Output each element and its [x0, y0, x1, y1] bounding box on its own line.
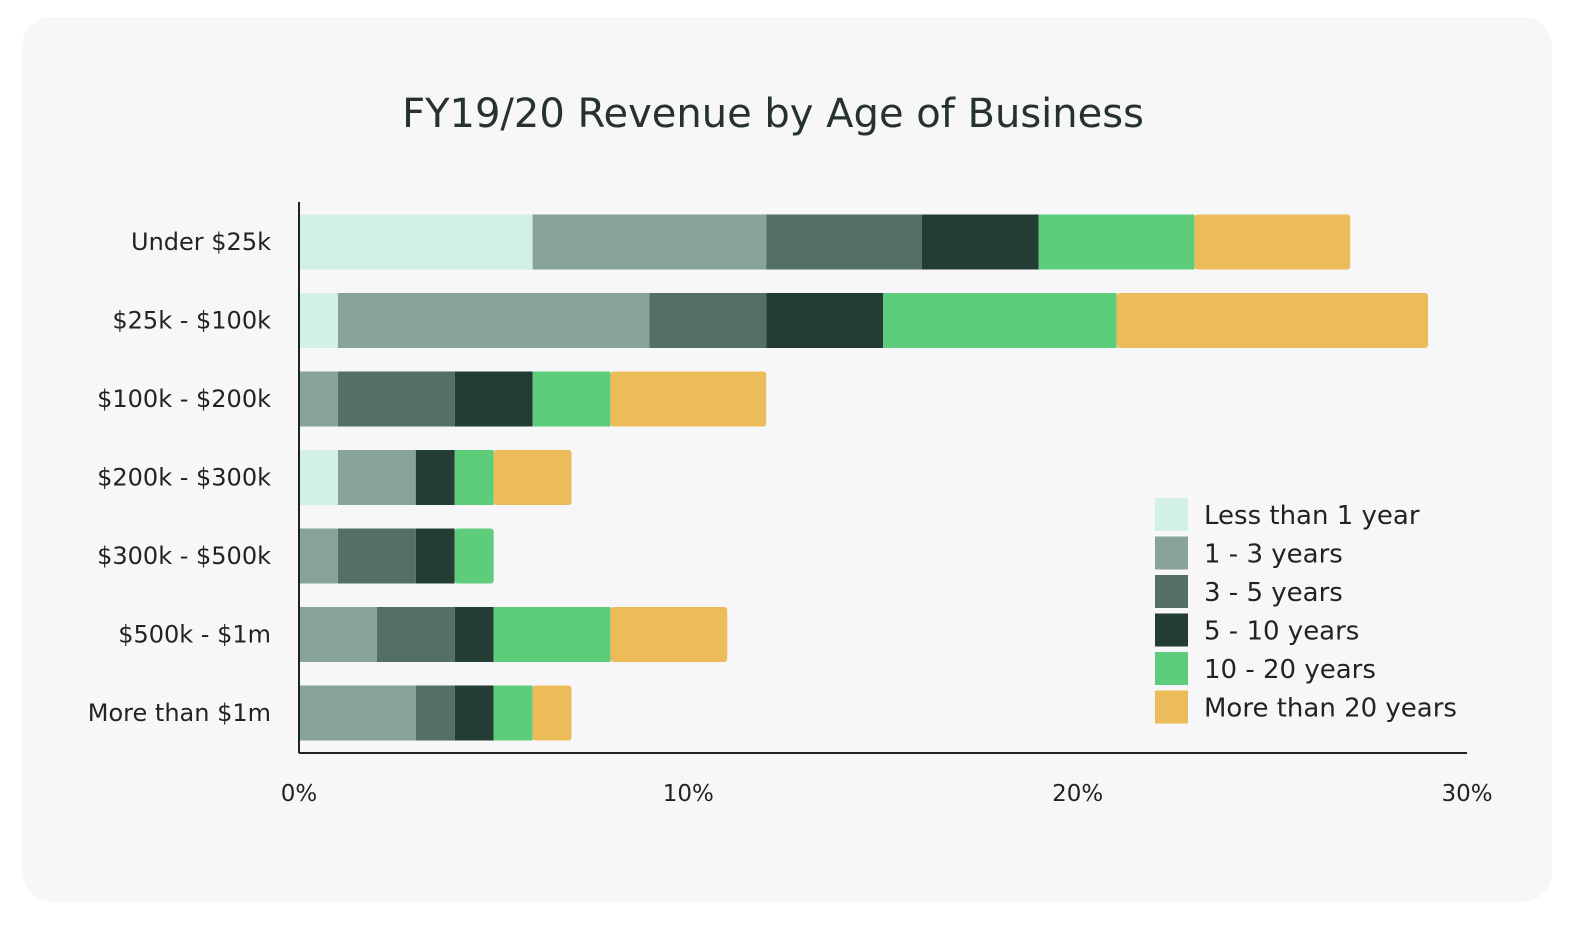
bar-segment — [766, 293, 883, 348]
bar-segment — [337, 528, 416, 584]
bar-segment — [454, 528, 494, 584]
bar-segment — [454, 450, 494, 505]
category-label: More than $1m — [88, 699, 271, 727]
bar-segment — [493, 450, 572, 505]
bar-segment — [415, 450, 455, 505]
legend-swatch — [1155, 652, 1188, 685]
bar-segment — [299, 607, 377, 662]
legend-swatch — [1155, 613, 1188, 647]
bar-segment — [337, 450, 416, 505]
bar-segment — [415, 685, 455, 741]
legend-label: 1 - 3 years — [1204, 540, 1343, 570]
legend-label: 3 - 5 years — [1204, 578, 1343, 608]
category-label: Under $25k — [131, 228, 271, 256]
x-tick-label: 0% — [281, 781, 318, 807]
bar-segment — [1038, 214, 1195, 270]
bar-segment — [299, 685, 416, 741]
bar-segment — [454, 371, 533, 427]
category-label: $25k - $100k — [112, 307, 271, 335]
bar-segment — [376, 607, 455, 662]
chart-title: FY19/20 Revenue by Age of Business — [402, 91, 1144, 137]
bar-segment — [1194, 214, 1351, 270]
legend: Less than 1 year 1 - 3 years 3 - 5 years 5 … — [1155, 498, 1457, 724]
bar-segment — [454, 607, 494, 662]
bar-segment — [454, 685, 494, 741]
bar-segment — [921, 214, 1039, 270]
category-label: $300k - $500k — [97, 542, 271, 570]
bar-segment — [337, 371, 455, 427]
bar-segment — [299, 371, 338, 427]
bar-segment — [883, 293, 1117, 348]
legend-label: More than 20 years — [1204, 694, 1457, 724]
bar-segment — [299, 214, 533, 270]
legend-label: Less than 1 year — [1204, 501, 1420, 531]
x-tick-label: 20% — [1052, 781, 1103, 807]
bar-segment — [532, 371, 611, 427]
x-tick-label: 10% — [663, 781, 714, 807]
category-label: $500k - $1m — [118, 621, 271, 649]
bar-segment — [532, 685, 572, 741]
chart-card: FY19/20 Revenue by Age of Business Under… — [22, 17, 1552, 902]
bar-segment — [299, 450, 338, 505]
legend-swatch — [1155, 498, 1188, 531]
bar-segment — [493, 685, 533, 741]
bar-segment — [766, 214, 922, 270]
legend-swatch — [1155, 690, 1188, 724]
bar-segment — [610, 607, 728, 662]
category-label: $200k - $300k — [97, 464, 271, 492]
stacked-bar-chart: FY19/20 Revenue by Age of Business Under… — [88, 91, 1493, 807]
legend-swatch — [1155, 575, 1188, 608]
bar-segment — [493, 607, 611, 662]
bars-group — [299, 214, 1429, 741]
x-tick-label: 30% — [1441, 781, 1492, 807]
bar-segment — [610, 371, 767, 427]
bar-segment — [299, 528, 338, 584]
legend-label: 5 - 10 years — [1204, 617, 1359, 647]
bar-segment — [649, 293, 767, 348]
x-tick-labels: 0% 10% 20% 30% — [281, 781, 1493, 807]
legend-swatch — [1155, 536, 1188, 570]
bar-segment — [532, 214, 767, 270]
bar-segment — [1116, 293, 1429, 348]
bar-segment — [337, 293, 650, 348]
category-label: $100k - $200k — [97, 385, 271, 413]
legend-label: 10 - 20 years — [1204, 655, 1376, 685]
bar-segment — [415, 528, 455, 584]
category-labels: Under $25k $25k - $100k $100k - $200k $200k… — [88, 228, 271, 727]
bar-segment — [299, 293, 338, 348]
